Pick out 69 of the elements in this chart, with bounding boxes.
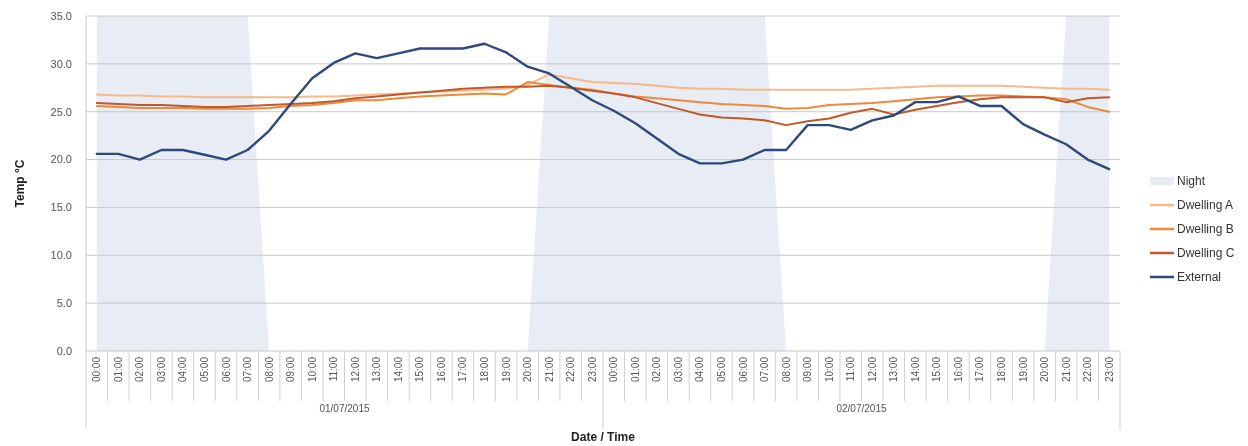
x-tick-label: 18:00 bbox=[996, 356, 1008, 383]
y-tick-label: 30.0 bbox=[50, 57, 72, 70]
x-tick-label: 02:00 bbox=[651, 356, 663, 383]
x-tick-label: 13:00 bbox=[888, 356, 900, 383]
x-tick-label: 16:00 bbox=[952, 356, 964, 383]
x-tick-label: 02:00 bbox=[134, 356, 146, 383]
x-tick-label: 05:00 bbox=[715, 356, 727, 383]
x-tick-label: 10:00 bbox=[823, 356, 835, 383]
x-tick-label: 12:00 bbox=[349, 356, 361, 383]
x-tick-label: 23:00 bbox=[1103, 356, 1115, 383]
x-tick-label: 22:00 bbox=[1082, 356, 1094, 383]
x-tick-label: 15:00 bbox=[931, 356, 943, 383]
x-tick-label: 01:00 bbox=[629, 356, 641, 383]
y-tick-label: 15.0 bbox=[50, 201, 72, 214]
line-series bbox=[95, 73, 1111, 99]
x-tick-label: 14:00 bbox=[392, 356, 404, 383]
line-series bbox=[95, 42, 1111, 171]
x-axis-title: Date / Time bbox=[571, 430, 636, 444]
x-tick-label: 08:00 bbox=[780, 356, 792, 383]
y-tick-label: 10.0 bbox=[50, 249, 72, 262]
y-axis-title: Temp °C bbox=[13, 159, 27, 208]
x-tick-label: 23:00 bbox=[586, 356, 598, 383]
x-tick-label: 17:00 bbox=[457, 356, 469, 383]
x-tick-label: 04:00 bbox=[694, 356, 706, 383]
x-tick-label: 08:00 bbox=[263, 356, 275, 383]
x-tick-label: 20:00 bbox=[522, 356, 534, 383]
x-tick-label: 07:00 bbox=[759, 356, 771, 383]
x-tick-label: 05:00 bbox=[198, 356, 210, 383]
x-tick-label: 17:00 bbox=[974, 356, 986, 383]
legend-label: External bbox=[1177, 270, 1222, 285]
y-tick-label: 0.0 bbox=[56, 344, 72, 357]
legend-label: Dwelling A bbox=[1177, 198, 1234, 213]
x-tick-label: 10:00 bbox=[306, 356, 318, 383]
legend-label: Night bbox=[1177, 174, 1206, 189]
x-tick-label: 13:00 bbox=[371, 356, 383, 383]
x-tick-label: 09:00 bbox=[802, 356, 814, 383]
x-tick-label: 14:00 bbox=[909, 356, 921, 383]
x-tick-label: 01:00 bbox=[112, 356, 124, 383]
line-series bbox=[95, 84, 1111, 127]
text: 01/07/2015 bbox=[319, 403, 370, 414]
x-tick-label: 20:00 bbox=[1039, 356, 1051, 383]
x-tick-label: 11:00 bbox=[845, 356, 857, 382]
x-tick-label: 12:00 bbox=[866, 356, 878, 383]
x-tick-label: 19:00 bbox=[1017, 356, 1029, 383]
x-tick-label: 06:00 bbox=[737, 356, 749, 383]
y-tick-label: 20.0 bbox=[50, 153, 72, 166]
x-tick-label: 21:00 bbox=[543, 356, 555, 383]
y-tick-label: 5.0 bbox=[56, 296, 72, 309]
x-tick-label: 03:00 bbox=[155, 356, 167, 383]
x-tick-label: 00:00 bbox=[91, 356, 103, 383]
line-series bbox=[95, 81, 1111, 113]
text: 02/07/2015 bbox=[836, 403, 887, 414]
legend-label: Dwelling B bbox=[1177, 222, 1234, 237]
y-tick-label: 35.0 bbox=[50, 9, 72, 22]
x-tick-label: 22:00 bbox=[565, 356, 577, 383]
x-tick-label: 04:00 bbox=[177, 356, 189, 383]
x-tick-label: 06:00 bbox=[220, 356, 232, 383]
x-tick-label: 07:00 bbox=[242, 356, 254, 383]
legend-label: Dwelling C bbox=[1177, 246, 1235, 261]
x-tick-label: 00:00 bbox=[608, 356, 620, 383]
x-tick-label: 11:00 bbox=[328, 356, 340, 382]
x-tick-label: 03:00 bbox=[672, 356, 684, 383]
x-tick-label: 16:00 bbox=[435, 356, 447, 383]
y-tick-label: 25.0 bbox=[50, 105, 72, 118]
x-tick-label: 18:00 bbox=[479, 356, 491, 383]
x-tick-label: 21:00 bbox=[1060, 356, 1072, 383]
x-tick-label: 15:00 bbox=[414, 356, 426, 383]
x-tick-label: 09:00 bbox=[285, 356, 297, 383]
x-tick-label: 19:00 bbox=[500, 356, 512, 383]
